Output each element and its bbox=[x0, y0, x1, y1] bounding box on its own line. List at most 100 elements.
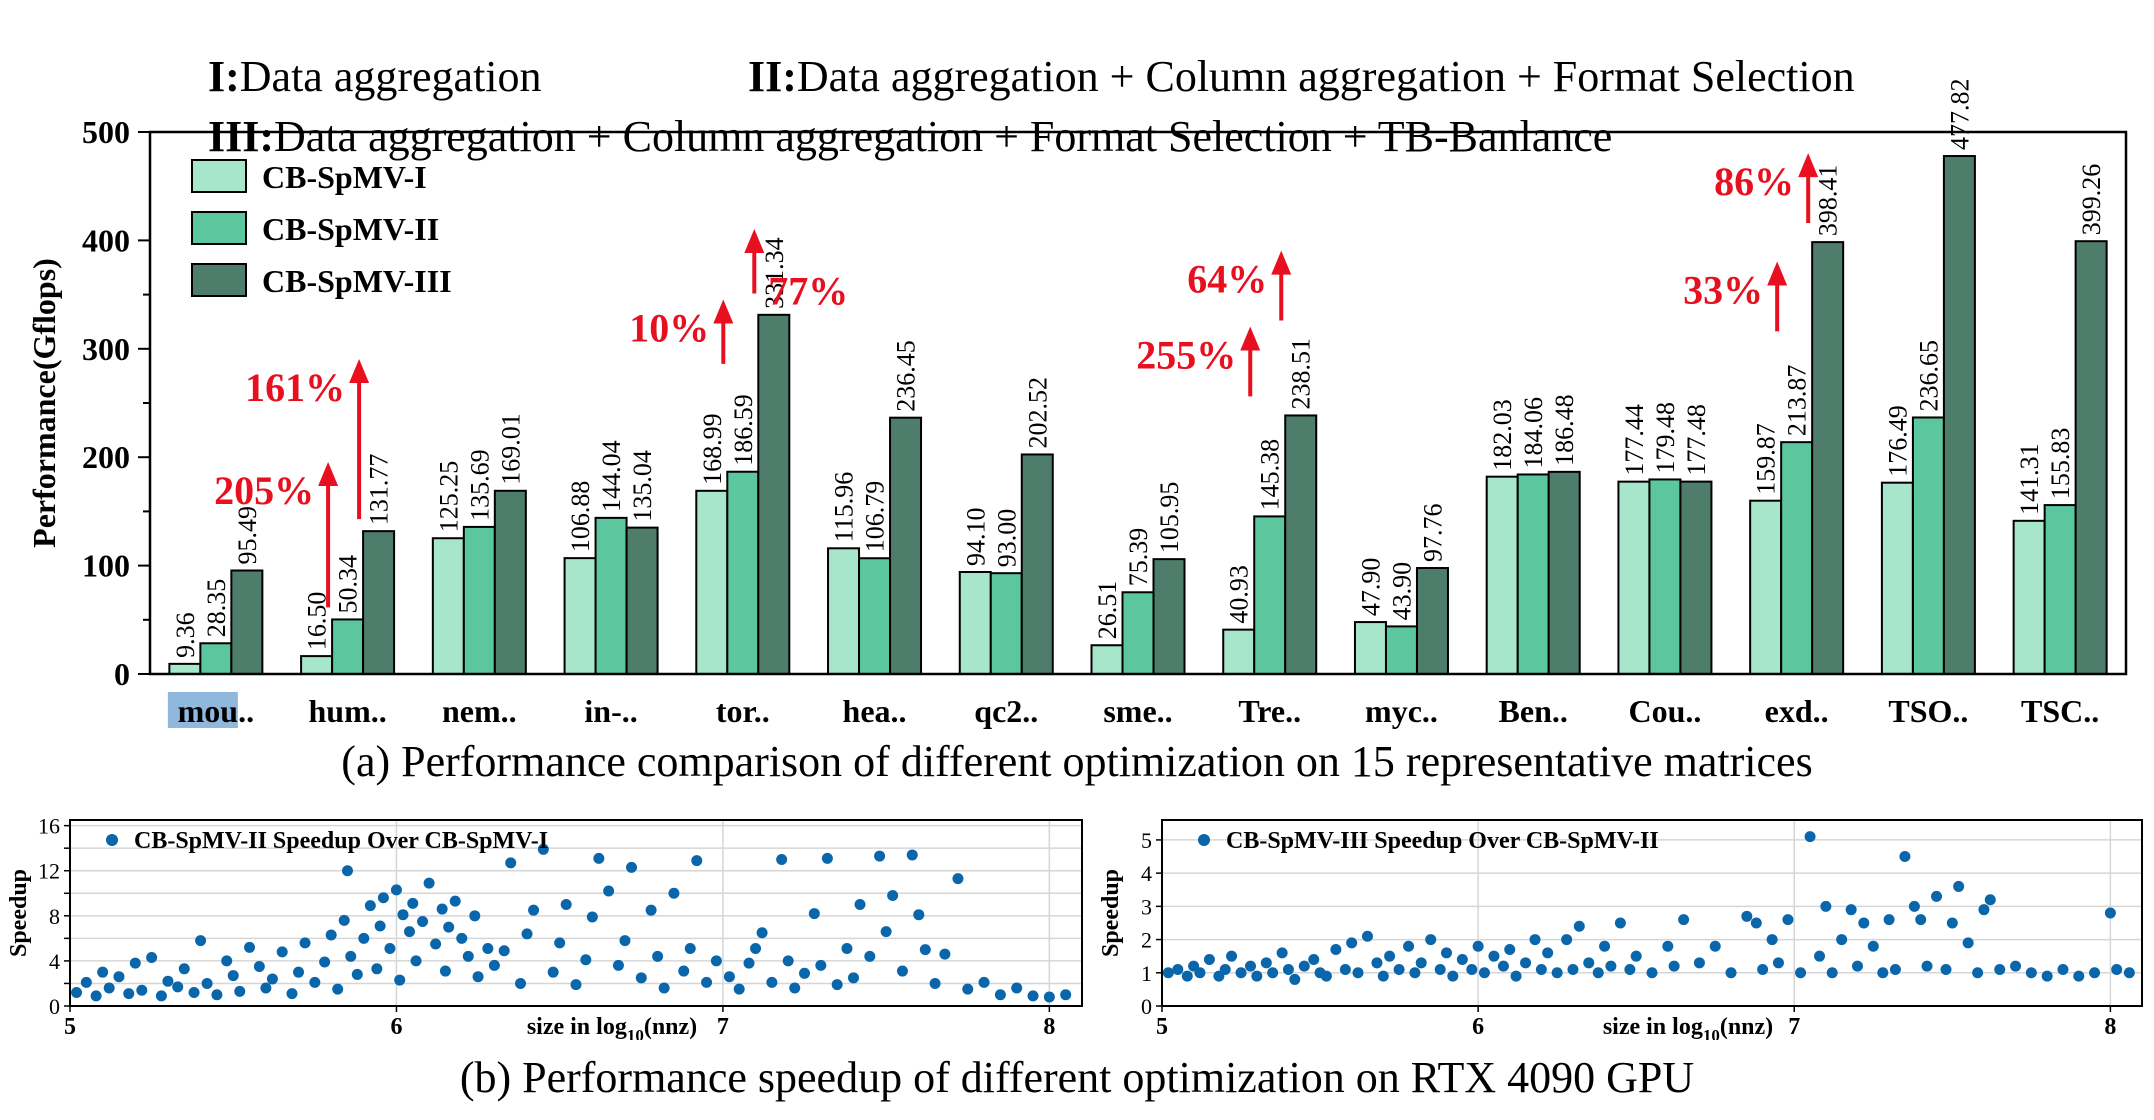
data-label-0-9: 47.90 bbox=[1356, 558, 1385, 617]
scatter-point-53 bbox=[1583, 957, 1595, 969]
annotation-text-7: 86% bbox=[1714, 159, 1794, 204]
scatter-point-29 bbox=[1393, 963, 1405, 975]
scatter-point-48 bbox=[410, 955, 422, 967]
roman-label-3: III: bbox=[208, 112, 275, 161]
scatter-point-70 bbox=[560, 899, 572, 911]
scatter-point-94 bbox=[766, 976, 778, 988]
bar-cb-spmv-i-8 bbox=[1222, 628, 1256, 676]
scatter-point-75 bbox=[1814, 950, 1826, 962]
bar-cb-spmv-i-13 bbox=[1880, 481, 1914, 675]
scatter-point-18 bbox=[1308, 954, 1320, 965]
scatter-point-109 bbox=[887, 890, 899, 902]
y-axis-label: Performance(Gflops) bbox=[26, 258, 62, 548]
scatter-point-62 bbox=[498, 945, 510, 957]
bar-cb-spmv-i-0 bbox=[168, 662, 202, 675]
scatter-point-81 bbox=[652, 950, 664, 962]
y-tick-label-8: 16 bbox=[38, 814, 60, 839]
scatter-point-26 bbox=[286, 988, 298, 1000]
scatter-point-5 bbox=[1203, 954, 1215, 965]
scatter-point-88 bbox=[710, 955, 722, 967]
scatter-point-104 bbox=[2089, 967, 2101, 979]
data-label-0-6: 94.10 bbox=[961, 507, 990, 565]
scatter-point-1 bbox=[80, 976, 92, 988]
x-tick-label-2: 7 bbox=[717, 1014, 729, 1040]
scatter-point-101 bbox=[821, 852, 833, 864]
y-tick-label-4: 8 bbox=[49, 904, 60, 929]
scatter-point-6 bbox=[123, 988, 135, 1000]
scatter-point-1 bbox=[1172, 963, 1184, 975]
y-axis-label: Speedup bbox=[6, 869, 32, 957]
bar-cb-spmv-ii-9 bbox=[1384, 625, 1418, 676]
scatter-point-64 bbox=[515, 977, 527, 989]
x-tick-label-0: mou.. bbox=[178, 693, 254, 729]
y-tick-label-4: 400 bbox=[82, 222, 130, 258]
scatter-point-86 bbox=[691, 855, 703, 867]
scatter-point-119 bbox=[994, 989, 1006, 1001]
scatter-point-12 bbox=[1260, 957, 1272, 969]
scatter-point-56 bbox=[456, 932, 468, 944]
scatter-point-0 bbox=[1162, 967, 1174, 979]
header-text-2: Data aggregation + Column aggregation + … bbox=[796, 52, 1855, 101]
scatter-point-78 bbox=[625, 861, 637, 873]
annotation-arrowhead-2 bbox=[713, 299, 734, 324]
legend-swatch-2 bbox=[191, 263, 247, 297]
data-label-1-1: 50.34 bbox=[334, 555, 363, 614]
scatter-point-90 bbox=[733, 983, 745, 995]
bar-cb-spmv-i-10 bbox=[1485, 475, 1519, 675]
scatter-point-84 bbox=[678, 965, 690, 977]
bar-cb-spmv-iii-7 bbox=[1152, 558, 1186, 676]
data-label-2-0: 95.49 bbox=[233, 506, 262, 565]
scatter-point-47 bbox=[407, 897, 419, 909]
caption-b: (b) Performance speedup of different opt… bbox=[459, 1053, 1695, 1102]
scatter-point-31 bbox=[1409, 967, 1421, 979]
scatter-point-16 bbox=[1289, 973, 1301, 985]
scatter-point-45 bbox=[397, 909, 409, 921]
scatter-point-74 bbox=[593, 852, 605, 864]
scatter-point-28 bbox=[1384, 950, 1396, 962]
x-tick-label-5: hea.. bbox=[843, 693, 907, 729]
x-tick-label-4: tor.. bbox=[716, 693, 770, 729]
scatter-point-30 bbox=[1403, 940, 1415, 952]
data-label-0-2: 125.25 bbox=[434, 461, 463, 533]
scatter-point-103 bbox=[841, 943, 853, 955]
scatter-point-87 bbox=[701, 976, 713, 988]
scatter-point-20 bbox=[234, 985, 246, 997]
scatter-point-19 bbox=[227, 970, 239, 982]
scatter-point-101 bbox=[2041, 970, 2053, 982]
annotation-arrowhead-0 bbox=[318, 462, 339, 487]
scatter-point-2 bbox=[90, 990, 102, 1002]
scatter-point-106 bbox=[2111, 963, 2123, 975]
bar-cb-spmv-ii-5 bbox=[858, 557, 892, 675]
scatter-point-55 bbox=[449, 895, 461, 907]
scatter-point-112 bbox=[913, 909, 925, 921]
scatter-point-17 bbox=[211, 989, 223, 1001]
x-axis-label: size in log10(nnz) bbox=[1603, 1014, 1773, 1040]
bar-cb-spmv-ii-3 bbox=[594, 516, 628, 676]
scatter-point-50 bbox=[423, 877, 435, 889]
scatter-point-13 bbox=[178, 963, 190, 975]
scatter-point-107 bbox=[2123, 967, 2135, 979]
scatter-point-84 bbox=[1883, 914, 1895, 926]
scatter-point-82 bbox=[1867, 940, 1879, 952]
x-tick-label-9: myc.. bbox=[1365, 693, 1438, 729]
scatter-point-25 bbox=[1361, 930, 1373, 942]
bar-cb-spmv-iii-2 bbox=[493, 489, 527, 675]
scatter-point-108 bbox=[880, 926, 892, 938]
scatter-point-21 bbox=[1330, 944, 1342, 956]
data-label-2-5: 236.45 bbox=[892, 340, 921, 412]
bar-cb-spmv-i-9 bbox=[1353, 621, 1387, 676]
bar-cb-spmv-ii-12 bbox=[1780, 441, 1814, 675]
scatter-point-52 bbox=[436, 903, 448, 915]
annotation-arrowhead-7 bbox=[1798, 153, 1819, 178]
scatter-point-69 bbox=[1757, 963, 1769, 975]
scatter-point-63 bbox=[505, 857, 517, 869]
scatter-point-105 bbox=[854, 899, 866, 911]
scatter-point-51 bbox=[430, 938, 442, 950]
scatter-point-66 bbox=[1725, 967, 1737, 979]
scatter-point-46 bbox=[1529, 934, 1541, 946]
data-label-1-3: 144.04 bbox=[597, 440, 626, 512]
data-label-1-2: 135.69 bbox=[465, 449, 494, 521]
data-label-1-10: 184.06 bbox=[1519, 397, 1548, 469]
scatter-point-54 bbox=[1592, 967, 1604, 979]
scatter-point-121 bbox=[1027, 990, 1039, 1002]
